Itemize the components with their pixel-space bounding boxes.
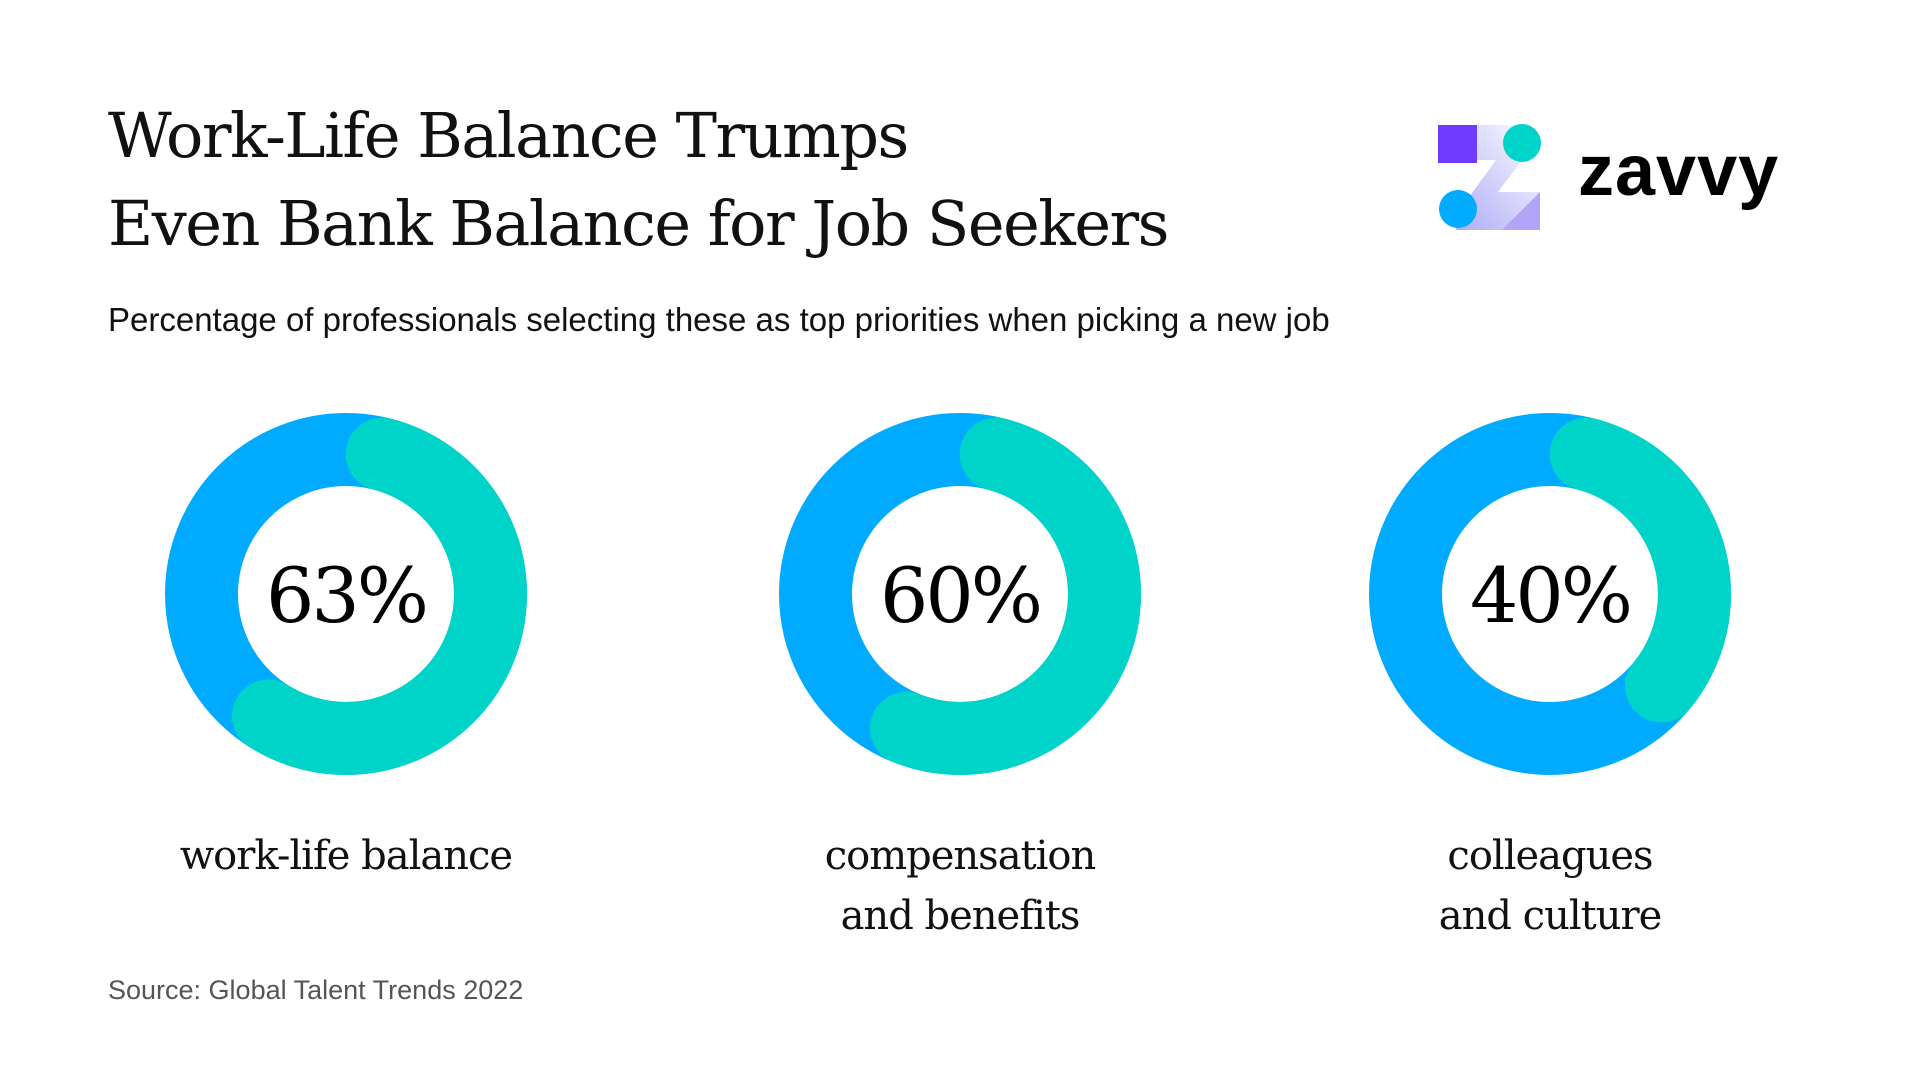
chart-title-line-1: Work-Life Balance Trumps [108, 99, 909, 172]
donut-value: 40% [1470, 550, 1633, 640]
donut-ring [165, 413, 527, 775]
chart-subtitle: Percentage of professionals selecting th… [108, 301, 1330, 338]
donut-label-line: colleagues [1447, 833, 1653, 879]
donut-label: colleagues and culture [1300, 826, 1800, 946]
donut-compensation-and-benefits: 60% [778, 412, 1142, 776]
donut-label: work-life balance [96, 826, 596, 886]
zavvy-logo: zavvy [1436, 120, 1796, 240]
donut-label: compensation and benefits [710, 826, 1210, 946]
donut-colleagues-and-culture: 40% [1368, 412, 1732, 776]
chart-title-line-2: Even Bank Balance for Job Seekers [108, 187, 1170, 260]
donut-ring [779, 413, 1141, 775]
chart-title: Work-Life Balance Trumps Even Bank Balan… [108, 92, 1170, 268]
donut-value: 63% [266, 550, 429, 640]
zavvy-z-logo-icon [1438, 124, 1541, 230]
donut-label-line: work-life balance [179, 833, 513, 879]
donut-work-life-balance: 63% [164, 412, 528, 776]
source-note: Source: Global Talent Trends 2022 [108, 975, 524, 1005]
donut-label-line: and benefits [840, 893, 1081, 939]
donut-label-line: and culture [1438, 893, 1663, 939]
zavvy-wordmark: zavvy [1578, 131, 1780, 211]
donut-ring [1369, 413, 1731, 775]
donut-value: 60% [880, 550, 1043, 640]
donut-label-line: compensation [824, 833, 1097, 879]
